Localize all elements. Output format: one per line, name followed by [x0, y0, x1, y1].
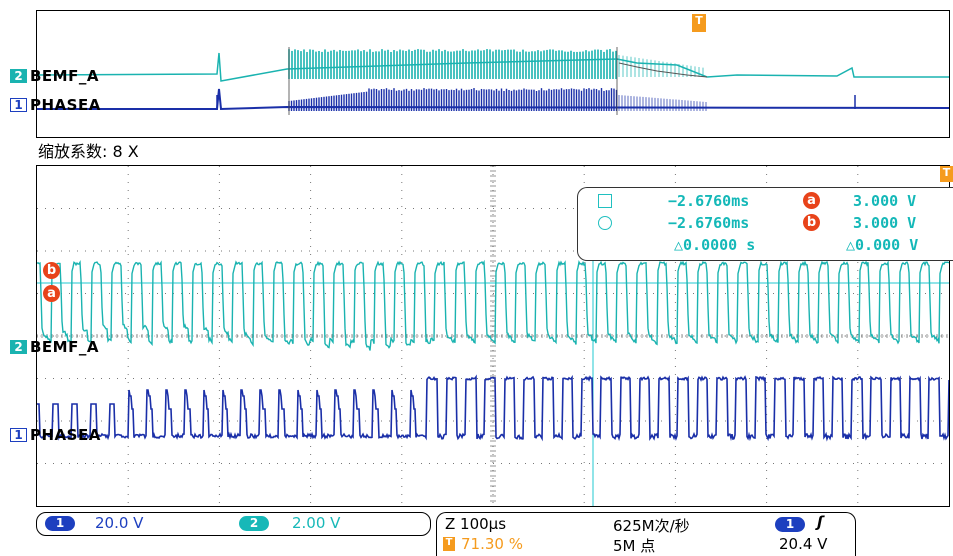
circle-cursor-icon	[598, 216, 612, 230]
cursor1-value: 3.000 V	[853, 192, 916, 210]
overview-waveform-canvas	[37, 11, 949, 137]
cursor-b-tag-icon[interactable]: b	[43, 262, 60, 279]
main-ch2-marker-icon[interactable]: 2	[10, 340, 27, 354]
main-ch2-label: BEMF_A	[30, 338, 99, 356]
ch2-scale[interactable]: 2.00 V	[292, 514, 340, 532]
cursor-readout-panel[interactable]: −2.6760ms a 3.000 V −2.6760ms b 3.000 V …	[577, 187, 953, 261]
square-cursor-icon	[598, 194, 612, 208]
cursor2-value: 3.000 V	[853, 214, 916, 232]
rising-edge-icon[interactable]: ʃ	[817, 513, 823, 531]
sample-rate: 625M次/秒	[613, 515, 690, 536]
record-length[interactable]: 5M 点	[613, 535, 655, 556]
cursor1-time: −2.6760ms	[668, 192, 749, 210]
overview-ch1-marker-icon[interactable]: 1	[10, 98, 27, 112]
ch1-chip[interactable]: 1	[45, 516, 75, 531]
timebase-value[interactable]: Z 100µs	[445, 515, 506, 533]
ch1-scale[interactable]: 20.0 V	[95, 514, 143, 532]
cursor-delta-time: △0.0000 s	[674, 236, 755, 254]
cursor2-time: −2.6760ms	[668, 214, 749, 232]
main-ch1-marker-icon[interactable]: 1	[10, 428, 27, 442]
overview-trigger-marker-icon[interactable]: T	[692, 14, 706, 32]
cursor1-a-tag-icon: a	[803, 192, 820, 209]
trigger-level[interactable]: 20.4 V	[779, 535, 827, 553]
acquisition-panel[interactable]: Z 100µs T 71.30 % 625M次/秒 5M 点 1 ʃ 20.4 …	[436, 512, 856, 556]
main-ch1-label: PHASEA	[30, 426, 101, 444]
channel-scale-panel[interactable]: 1 20.0 V 2 2.00 V	[36, 512, 431, 536]
trigger-channel-chip[interactable]: 1	[775, 517, 805, 532]
overview-ch2-label: BEMF_A	[30, 67, 99, 85]
overview-ch1-trace	[37, 89, 949, 109]
cursor2-b-tag-icon: b	[803, 214, 820, 231]
status-bar: 1 20.0 V 2 2.00 V Z 100µs T 71.30 % 625M…	[0, 508, 953, 555]
cursor-delta-value: △0.000 V	[846, 236, 918, 254]
overview-ch2-dense	[289, 49, 703, 79]
overview-ch1-label: PHASEA	[30, 96, 101, 114]
main-trigger-marker-icon[interactable]: T	[940, 166, 953, 182]
overview-ch2-marker-icon[interactable]: 2	[10, 69, 27, 83]
overview-waveform-pane[interactable]	[36, 10, 950, 138]
ch2-chip[interactable]: 2	[239, 516, 269, 531]
trigger-position[interactable]: 71.30 %	[461, 535, 523, 553]
trigger-position-icon: T	[443, 537, 455, 551]
cursor-a-tag-icon[interactable]: a	[43, 285, 60, 302]
zoom-factor-label: 缩放系数: 8 X	[38, 138, 139, 162]
